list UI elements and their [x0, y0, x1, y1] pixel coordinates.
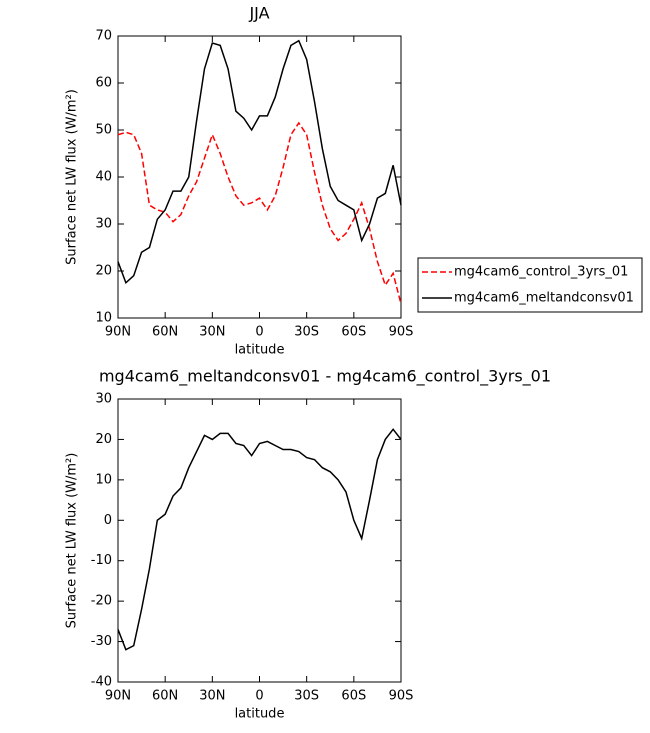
y-tick-label: 20 — [95, 432, 112, 447]
x-tick-label: 30N — [199, 689, 225, 704]
series-line — [117, 121, 402, 305]
x-tick-label: 90N — [105, 325, 131, 340]
y-tick-label: -10 — [91, 553, 112, 568]
x-axis-label: latitude — [235, 707, 285, 722]
x-tick-label: 90S — [389, 689, 414, 704]
y-tick-label: -20 — [91, 594, 112, 609]
series-line — [117, 428, 402, 651]
y-tick-label: 0 — [104, 513, 112, 528]
y-tick-label: -30 — [91, 634, 112, 649]
plot-frame — [117, 35, 402, 319]
legend-label: mg4cam6_control_3yrs_01 — [454, 265, 628, 280]
y-tick-label: 10 — [95, 311, 112, 326]
y-tick-label: -40 — [91, 675, 112, 690]
x-tick-label: 0 — [255, 689, 263, 704]
x-tick-label: 30S — [294, 689, 319, 704]
y-axis-label: Surface net LW flux (W/m²) — [65, 453, 80, 629]
chart-title: JJA — [248, 4, 269, 23]
chart-title: mg4cam6_meltandconsv01 - mg4cam6_control… — [99, 367, 551, 387]
x-tick-label: 30S — [294, 325, 319, 340]
series-line — [117, 39, 402, 285]
y-tick-label: 30 — [95, 217, 112, 232]
x-tick-label: 0 — [255, 325, 263, 340]
x-tick-label: 90N — [105, 689, 131, 704]
legend-box — [417, 257, 643, 313]
x-tick-label: 60N — [152, 325, 178, 340]
legend-label: mg4cam6_meltandconsv01 — [454, 291, 634, 306]
plot-frame — [117, 398, 402, 683]
y-tick-label: 30 — [95, 392, 112, 407]
y-tick-label: 10 — [95, 472, 112, 487]
y-axis-label: Surface net LW flux (W/m²) — [65, 89, 80, 265]
x-tick-label: 60N — [152, 689, 178, 704]
y-tick-label: 40 — [95, 170, 112, 185]
x-tick-label: 90S — [389, 325, 414, 340]
x-tick-label: 60S — [341, 689, 366, 704]
y-tick-label: 50 — [95, 123, 112, 138]
x-tick-label: 30N — [199, 325, 225, 340]
x-tick-label: 60S — [341, 325, 366, 340]
y-tick-label: 70 — [95, 29, 112, 44]
y-tick-label: 20 — [95, 264, 112, 279]
x-axis-label: latitude — [235, 343, 285, 358]
y-tick-label: 60 — [95, 76, 112, 91]
